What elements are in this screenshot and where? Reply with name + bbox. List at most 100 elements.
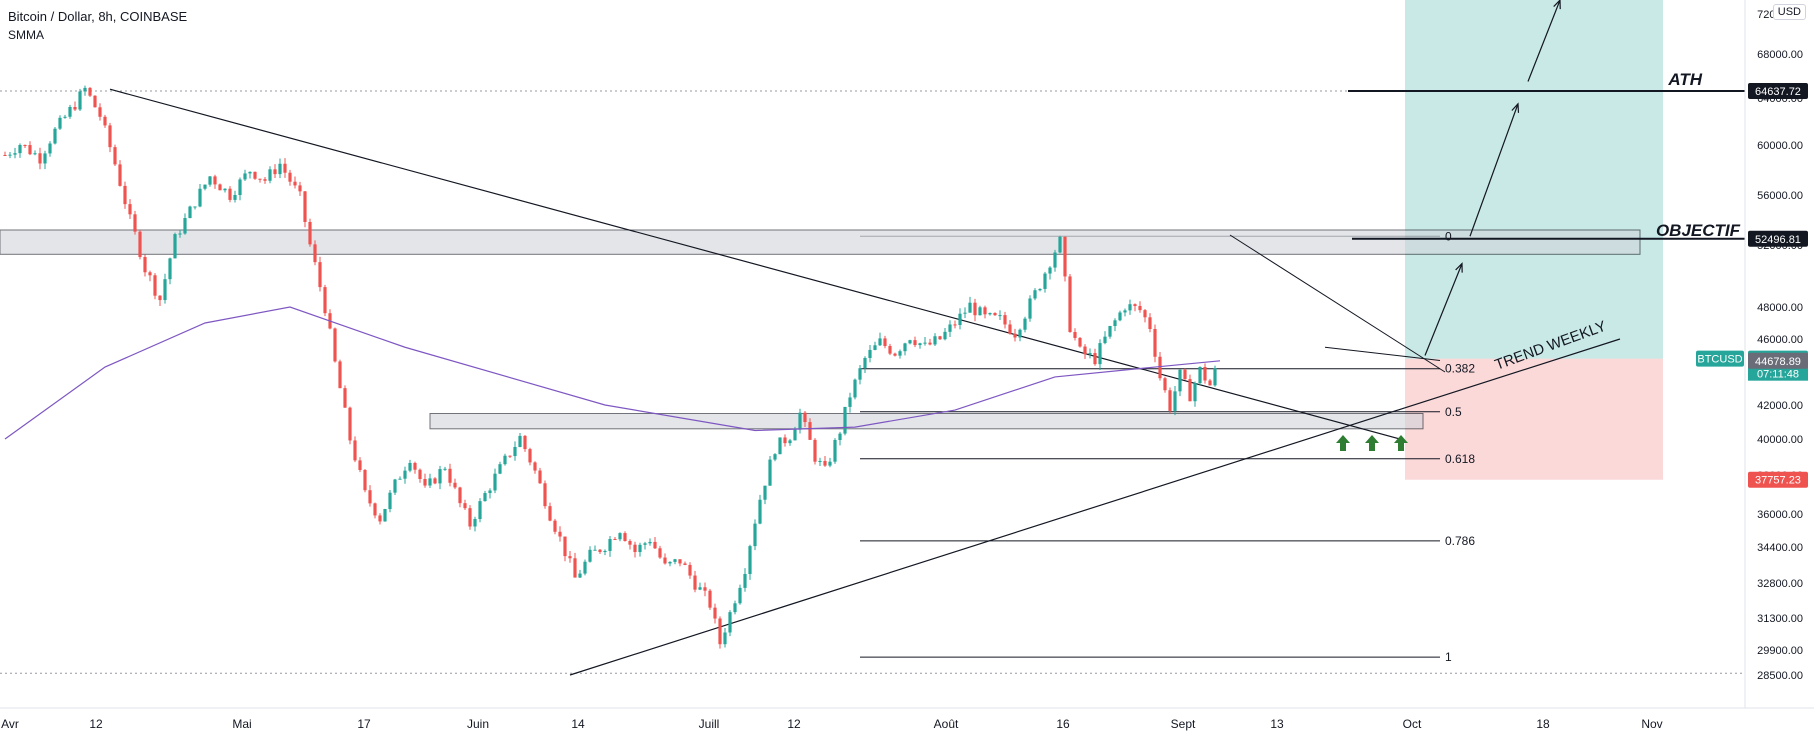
y-tick-label: 42000.00 [1757,400,1803,412]
candle-body [1038,288,1042,291]
candle-body [123,185,127,205]
candle-body [333,328,337,362]
candle-body [808,422,812,440]
candle-body [303,191,307,222]
candle-body [698,587,702,590]
candle-body [113,147,117,165]
candle-body [173,234,177,259]
candle-body [438,469,442,484]
candle-body [633,544,637,553]
candle-body [203,184,207,189]
candle-body [998,315,1002,317]
candle-body [388,492,392,510]
x-tick-label: 12 [89,717,103,731]
candle-body [718,618,722,645]
candle-body [248,171,252,174]
ticker-badge-bg [1696,350,1744,367]
candle-body [63,116,67,118]
candle-body [593,549,597,551]
candle-body [728,612,732,633]
candle-body [58,117,62,129]
candle-body [358,460,362,470]
candle-body [758,499,762,524]
candle-body [158,295,162,301]
candle-body [613,539,617,541]
candle-body [198,188,202,207]
candle-body [1118,312,1122,321]
candle-body [803,412,807,423]
candle-body [1113,320,1117,326]
candle-body [258,178,262,180]
candle-body [73,107,77,110]
candle-body [233,194,237,200]
candle-body [133,214,137,232]
projection-arrow-1-head [1455,262,1463,273]
candle-body [353,440,357,461]
objectif-zone [0,229,1641,255]
candle-body [548,506,552,521]
candle-body [283,163,287,173]
candle-body [428,478,432,486]
x-tick-label: Oct [1403,717,1422,731]
candle-body [8,154,12,156]
y-tick-label: 29900.00 [1757,645,1803,657]
candle-body [538,470,542,484]
price-label-bg [1748,230,1808,247]
candle-body [208,176,212,185]
candle-body [598,549,602,553]
candle-body [323,287,327,314]
price-label-sub-bg [1748,366,1808,381]
price-label: 37757.23 [1755,475,1801,487]
candle-body [68,107,72,117]
candle-body [873,345,877,350]
candle-body [313,244,317,263]
candle-body [988,313,992,315]
candle-body [833,439,837,462]
candle-body [213,176,217,185]
candle-body [903,343,907,352]
candle-body [263,179,267,181]
candle-body [1083,346,1087,355]
candle-body [478,501,482,520]
indicator-label: SMMA [8,28,44,42]
candle-body [243,173,247,180]
candle-body [253,171,257,179]
candle-body [713,607,717,619]
candle-body [453,482,457,488]
currency-badge[interactable]: USD [1772,4,1806,20]
candle-body [443,468,447,470]
candle-body [723,632,727,645]
candle-body [743,573,747,588]
candle-body [928,342,932,345]
candle-body [1018,329,1022,338]
candle-body [913,340,917,346]
candle-body [1153,328,1157,357]
y-tick-label: 46000.00 [1757,334,1803,346]
candle-body [53,128,57,144]
x-tick-label: 13 [1270,717,1284,731]
candle-body [973,302,977,316]
candle-body [398,478,402,480]
candle-body [1043,273,1047,289]
fib-label: 0.382 [1445,362,1475,376]
candle-body [23,144,27,146]
candle-body [1168,390,1172,411]
candle-body [1028,298,1032,319]
candle-body [518,435,522,447]
candle-body [238,179,242,195]
candle-body [318,262,322,288]
fib-label: 0.618 [1445,452,1475,466]
candle-body [1158,356,1162,379]
candle-body [1063,236,1067,277]
candle-body [268,169,272,181]
candle-body [298,185,302,192]
green-up-arrow [1365,435,1379,451]
candle-body [18,144,22,154]
candle-body [648,541,652,544]
candle-body [508,455,512,457]
candle-body [108,125,112,148]
candle-body [693,575,697,590]
candle-body [493,473,497,491]
candle-body [178,233,182,235]
